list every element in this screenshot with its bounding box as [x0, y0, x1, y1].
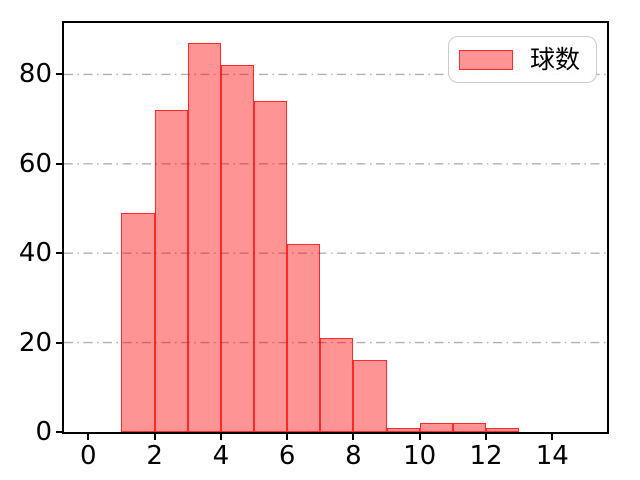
- histogram-bar: [187, 43, 221, 432]
- x-tick-label: 2: [146, 441, 163, 471]
- histogram-bar: [220, 65, 254, 432]
- x-tick: [418, 434, 421, 440]
- y-tick: [56, 73, 62, 76]
- x-tick: [286, 434, 289, 440]
- histogram-bar: [320, 338, 354, 432]
- x-tick-label: 4: [212, 441, 230, 471]
- x-tick: [219, 434, 222, 440]
- histogram-bar: [353, 360, 387, 432]
- x-tick-label: 0: [80, 441, 97, 471]
- x-tick: [87, 434, 90, 440]
- legend: 球数: [448, 36, 597, 83]
- y-tick: [56, 252, 62, 255]
- histogram-bar: [452, 423, 486, 432]
- x-tick-label: 10: [403, 441, 437, 471]
- histogram-bar: [154, 110, 188, 432]
- x-tick-label: 8: [345, 441, 362, 471]
- plot-area: 球数: [62, 21, 609, 434]
- legend-label: 球数: [530, 45, 581, 74]
- y-tick-label: 80: [18, 59, 52, 90]
- legend-patch-swatch: [459, 49, 513, 70]
- x-tick-label: 6: [278, 441, 296, 471]
- y-tick-label: 20: [18, 327, 52, 358]
- x-tick: [485, 434, 487, 440]
- x-tick: [352, 434, 355, 440]
- histogram-bars: [64, 23, 607, 432]
- histogram-bar: [486, 427, 520, 432]
- x-tick: [153, 434, 156, 440]
- x-tick-label: 12: [469, 441, 503, 471]
- y-tick-label: 60: [18, 148, 52, 179]
- histogram-bar: [386, 427, 420, 432]
- x-tick-label: 14: [535, 441, 569, 471]
- histogram-bar: [419, 423, 453, 432]
- histogram-bar: [121, 212, 155, 432]
- y-tick-label: 40: [18, 238, 52, 269]
- y-tick: [56, 162, 62, 165]
- histogram-bar: [254, 101, 288, 432]
- y-tick: [56, 341, 62, 344]
- y-tick: [56, 431, 62, 433]
- y-tick-label: 0: [35, 417, 52, 447]
- histogram-bar: [287, 244, 321, 432]
- x-tick: [551, 434, 554, 440]
